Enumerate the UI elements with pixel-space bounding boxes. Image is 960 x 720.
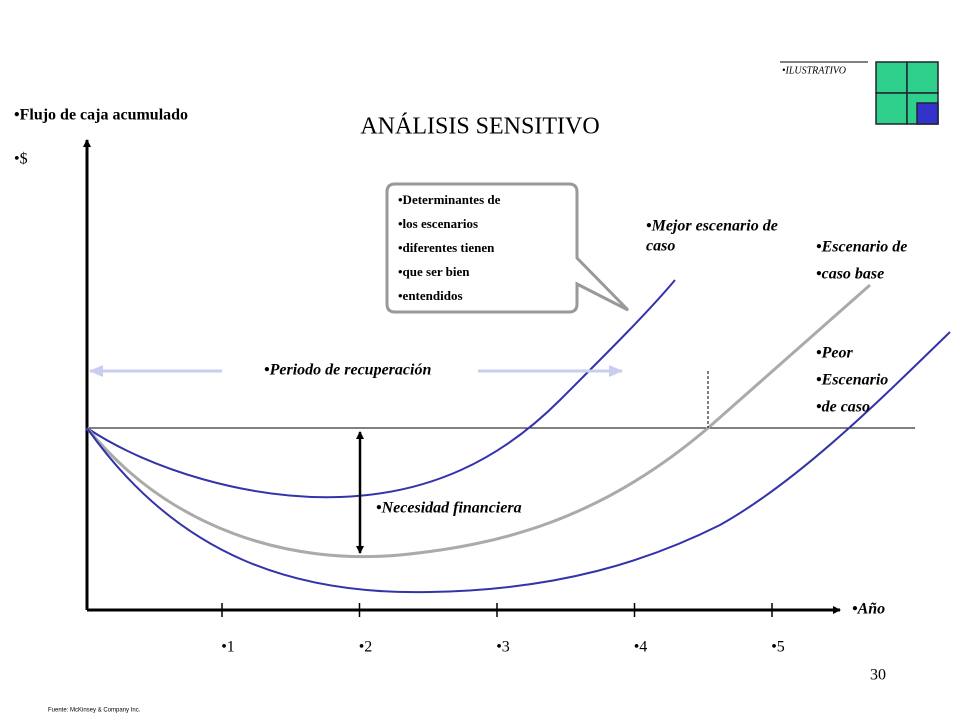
financing-label: •Necesidad financiera [376,500,522,517]
worst-curve-label: •de caso [816,399,870,416]
tag: •ILUSTRATIVO [782,65,846,76]
callout-line: •Determinantes de [398,192,501,207]
callout-line: •los escenarios [398,216,478,231]
worst-curve-label: •Escenario [816,372,888,389]
base-curve-label: •caso base [816,266,884,283]
x-tick-label: •1 [221,639,235,656]
callout-line: •entendidos [398,288,463,303]
x-tick-label: •5 [771,639,785,656]
x-tick-label: •2 [359,639,373,656]
callout-box [385,182,630,314]
payback-label: •Periodo de recuperación [264,362,431,379]
callout-line: •que ser bien [398,264,470,279]
y-axis-unit: •$ [14,151,28,168]
title: ANÁLISIS SENSITIVO [360,114,599,140]
base-curve-label: •Escenario de [816,239,907,256]
page-number: 30 [870,667,886,684]
x-tick-label: •4 [634,639,648,656]
x-tick-label: •3 [496,639,510,656]
best-curve-label: •Mejor escenario de [646,218,778,235]
worst-curve-label: •Peor [816,345,853,362]
source: Fuente: McKinsey & Company Inc. [48,708,141,714]
y-axis-label: •Flujo de caja acumulado [14,107,188,124]
base-case-curve [85,283,871,559]
best-curve-label: caso [646,238,675,255]
best-case-curve [86,279,676,499]
x-axis-label: •Año [852,601,885,618]
worst-case-curve [86,331,951,594]
puzzle-icon [875,61,939,125]
callout-line: •diferentes tienen [398,240,495,255]
